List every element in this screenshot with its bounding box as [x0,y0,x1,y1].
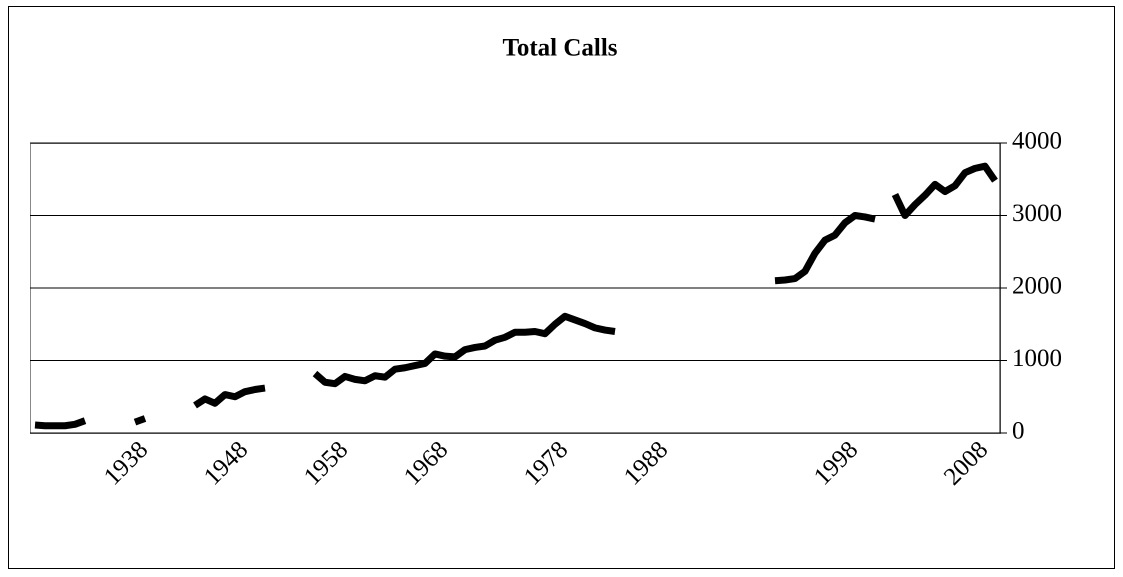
chart-title: Total Calls [502,35,617,62]
line-series [34,162,998,430]
y-tick-label: 3000 [1012,200,1062,227]
y-tick-label: 0 [1012,418,1025,445]
y-tick-label: 2000 [1012,273,1062,300]
y-tick-label: 4000 [1012,128,1062,155]
y-tick-label: 1000 [1012,345,1062,372]
